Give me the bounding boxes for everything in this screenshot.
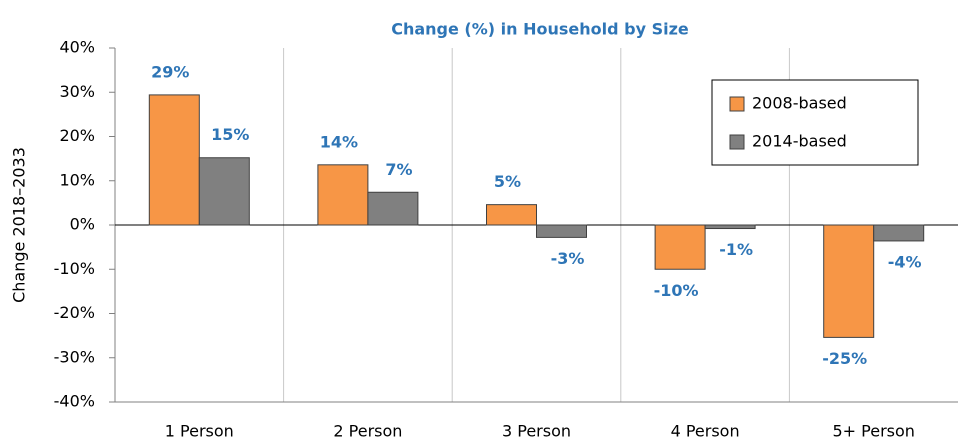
x-tick-label: 3 Person (502, 422, 571, 441)
legend-label: 2014-based (752, 132, 847, 151)
chart-title: Change (%) in Household by Size (391, 20, 689, 39)
y-tick-label: -10% (54, 259, 95, 278)
value-label: 5% (494, 172, 521, 191)
legend-swatch (729, 134, 745, 150)
bar (704, 224, 756, 230)
bar (367, 191, 419, 226)
legend-label: 2008-based (752, 94, 847, 113)
x-tick-label: 2 Person (333, 422, 402, 441)
value-label: 14% (320, 132, 358, 151)
value-label: 15% (211, 125, 249, 144)
x-tick-label: 5+ Person (832, 422, 914, 441)
y-tick-label: 40% (59, 38, 95, 57)
bar (654, 224, 706, 270)
y-tick-label: -20% (54, 303, 95, 322)
x-tick-label: 4 Person (671, 422, 740, 441)
y-tick-label: 0% (70, 215, 95, 234)
bar (486, 204, 537, 226)
value-label: -4% (888, 252, 922, 271)
value-label: 29% (151, 62, 189, 81)
value-label: 7% (385, 160, 412, 179)
bar (317, 164, 369, 226)
value-label: -1% (719, 240, 753, 259)
value-label: -25% (822, 349, 867, 368)
y-axis-label: Change 2018–2033 (10, 147, 29, 303)
bar (873, 224, 925, 242)
legend-swatch (729, 96, 745, 112)
x-tick-label: 1 Person (165, 422, 234, 441)
bar (823, 224, 875, 338)
legend-box (711, 79, 919, 166)
y-tick-label: 10% (59, 170, 95, 189)
bar (148, 94, 200, 226)
y-tick-label: 20% (59, 126, 95, 145)
y-tick-label: 30% (59, 82, 95, 101)
y-tick-label: -40% (54, 392, 95, 411)
y-tick-label: -30% (54, 347, 95, 366)
value-label: -3% (551, 249, 585, 268)
bar (198, 157, 250, 226)
value-label: -10% (654, 281, 699, 300)
bar (536, 224, 587, 238)
